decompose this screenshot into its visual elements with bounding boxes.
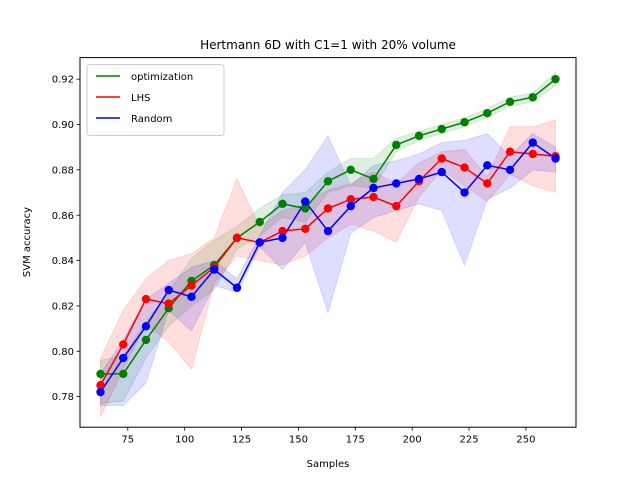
- lhs-point: [437, 154, 446, 163]
- optimization-point: [483, 108, 492, 118]
- series-points: [96, 74, 560, 397]
- optimization-point: [141, 335, 151, 345]
- x-tick-label: 175: [346, 435, 365, 446]
- optimization-point: [528, 93, 537, 102]
- random-point: [141, 322, 151, 331]
- optimization-point: [505, 97, 515, 107]
- x-tick-label: 225: [460, 435, 479, 446]
- y-tick-label: 0.78: [52, 392, 74, 403]
- optimization-point: [278, 199, 287, 209]
- random-point: [369, 183, 378, 193]
- optimization-point: [255, 217, 264, 227]
- optimization-point: [323, 176, 333, 186]
- y-tick-label: 0.92: [52, 75, 74, 86]
- y-axis-label: SVM accuracy: [22, 207, 33, 277]
- lhs-point: [528, 149, 537, 159]
- x-axis-label: Samples: [307, 459, 350, 470]
- optimization-point: [551, 74, 560, 84]
- lhs-point: [323, 204, 333, 213]
- lhs-point: [505, 147, 515, 156]
- random-point: [301, 197, 310, 206]
- optimization-legend-label: optimization: [131, 72, 193, 83]
- x-tick-label: 200: [403, 435, 422, 446]
- optimization-point: [369, 174, 378, 184]
- optimization-point: [460, 118, 469, 127]
- random-point: [278, 233, 287, 243]
- y-tick-label: 0.82: [52, 301, 74, 312]
- lhs-point: [369, 192, 378, 202]
- random-point: [392, 179, 401, 188]
- random-point: [210, 265, 219, 274]
- lhs-point: [164, 299, 173, 308]
- legend-box: [86, 64, 225, 136]
- x-tick-label: 250: [516, 435, 535, 446]
- lhs-point: [141, 294, 151, 304]
- x-tick-label: 125: [232, 435, 251, 446]
- random-point: [460, 188, 469, 197]
- random-point: [346, 201, 355, 211]
- y-tick-label: 0.86: [52, 211, 74, 222]
- lhs-point: [460, 163, 469, 172]
- random-band: [100, 133, 556, 407]
- lhs-point: [346, 195, 355, 204]
- random-point: [255, 238, 264, 247]
- random-point: [505, 165, 515, 175]
- y-tick-label: 0.88: [52, 165, 74, 176]
- random-point: [232, 283, 242, 292]
- optimization-point: [119, 369, 128, 379]
- random-point: [187, 292, 196, 302]
- x-axis: 75 100 125 150 175 200 225 250: [121, 427, 535, 446]
- random-point: [551, 154, 560, 163]
- x-tick-label: 150: [289, 435, 308, 446]
- optimization-point: [346, 165, 355, 175]
- optimization-point: [437, 124, 446, 134]
- x-tick-label: 75: [121, 435, 134, 446]
- lhs-point: [483, 179, 492, 188]
- lhs-point: [301, 224, 310, 233]
- random-point: [119, 353, 128, 363]
- random-point: [164, 285, 173, 295]
- x-tick-label: 100: [175, 435, 194, 446]
- random-point: [528, 138, 537, 147]
- lhs-point: [392, 201, 401, 211]
- lhs-point: [187, 281, 196, 290]
- optimization-point: [392, 140, 401, 150]
- random-point: [437, 167, 446, 177]
- optimization-point: [414, 131, 424, 141]
- lhs-point: [232, 233, 242, 243]
- plot-frame: [79, 57, 577, 428]
- lhs-legend-label: LHS: [131, 93, 150, 104]
- legend: optimization LHS Random: [86, 64, 225, 136]
- y-axis: 0.78 0.80 0.82 0.84 0.86 0.88 0.90 0.92: [52, 75, 80, 403]
- random-point: [483, 161, 492, 170]
- optimization-point: [301, 204, 310, 213]
- lhs-point: [119, 340, 128, 349]
- y-tick-label: 0.90: [52, 120, 74, 131]
- y-tick-label: 0.84: [52, 256, 74, 267]
- lhs-point: [96, 381, 105, 390]
- y-tick-label: 0.80: [52, 347, 74, 358]
- random-legend-label: Random: [131, 114, 172, 125]
- optimization-point: [96, 369, 105, 379]
- random-point: [414, 174, 424, 184]
- chart-title: Hertmann 6D with C1=1 with 20% volume: [200, 38, 456, 52]
- random-point: [323, 226, 333, 236]
- lhs-point: [278, 226, 287, 236]
- random-point: [96, 387, 105, 397]
